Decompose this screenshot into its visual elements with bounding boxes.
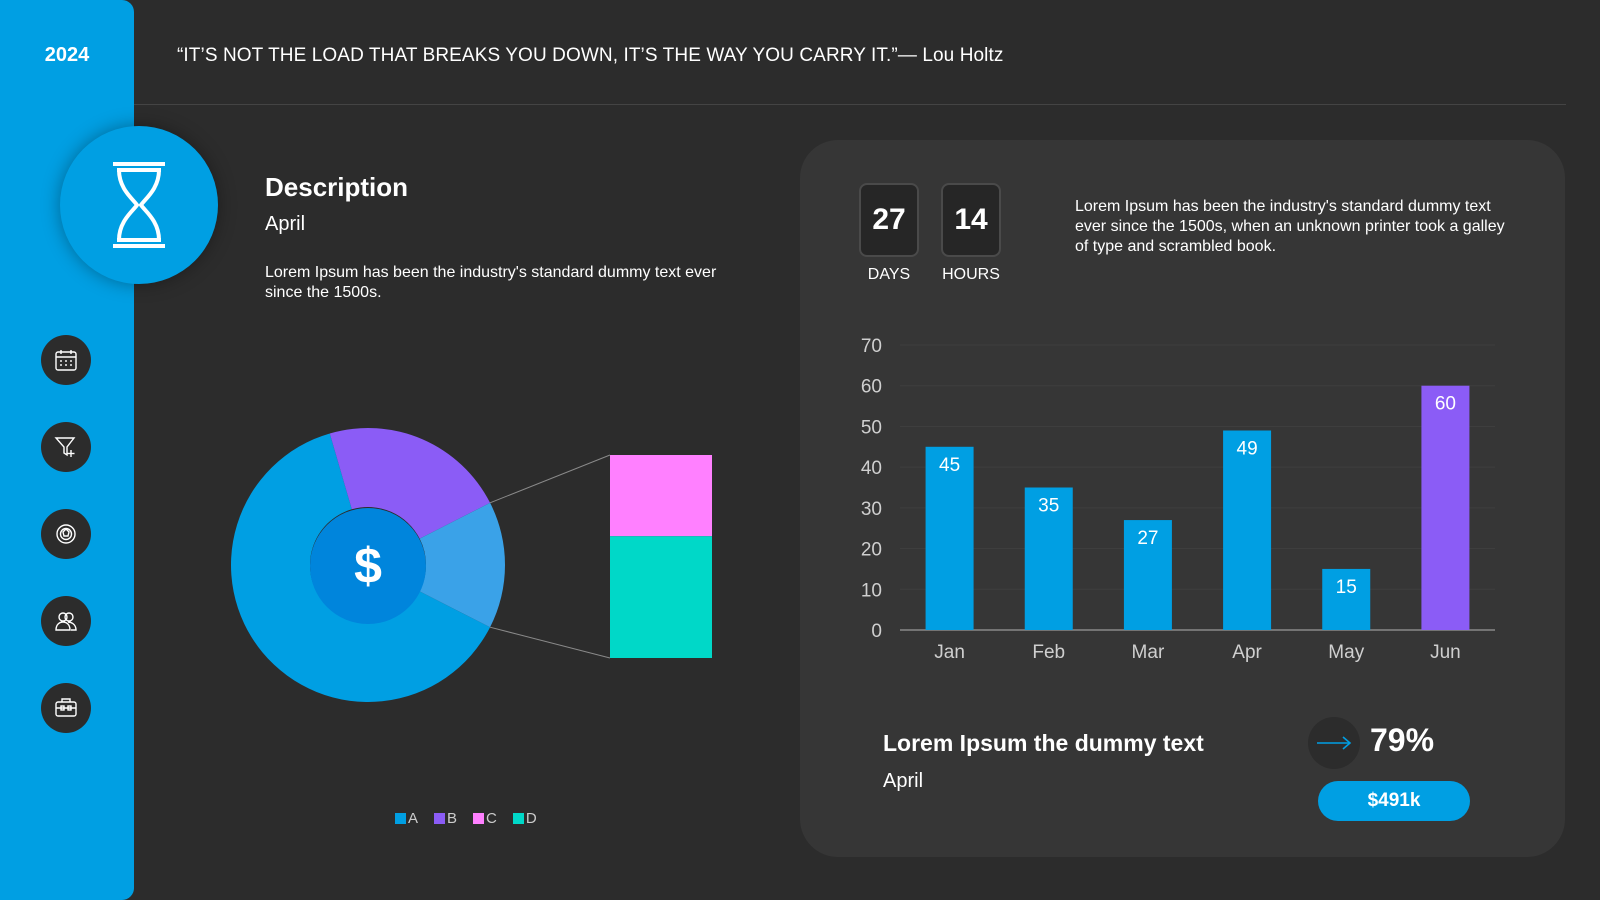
- secondary-bar-c: [610, 455, 712, 537]
- summary-subtitle: April: [883, 770, 924, 792]
- x-tick-label: Feb: [1032, 642, 1065, 663]
- legend-item-c: C: [473, 810, 497, 827]
- percent-value: 79%: [1370, 722, 1435, 758]
- days-counter: 27: [859, 183, 919, 257]
- briefcase-button[interactable]: [41, 683, 91, 733]
- arrow-right-icon: [1317, 736, 1352, 750]
- legend-item-d: D: [512, 810, 537, 827]
- users-icon: [55, 612, 77, 631]
- legend-label: B: [447, 810, 458, 827]
- filter-button[interactable]: [41, 422, 91, 472]
- monthly-bar-chart: 0 10 20 30 40 50 60 70 45 Jan 35 Feb 27 Mar 49 Apr 15 May…: [861, 336, 1495, 663]
- bar-value-label: 35: [1038, 496, 1059, 517]
- y-tick-label: 30: [861, 499, 882, 520]
- hourglass-icon: [113, 162, 165, 248]
- y-tick-label: 0: [871, 621, 882, 642]
- summary-title: Lorem Ipsum the dummy text: [883, 730, 1204, 756]
- header-divider: [134, 104, 1566, 105]
- arrow-button[interactable]: [1308, 717, 1360, 769]
- y-tick-label: 20: [861, 540, 882, 561]
- y-tick-label: 10: [861, 580, 882, 601]
- y-tick-label: 40: [861, 458, 882, 479]
- bar-mar: [1123, 520, 1172, 630]
- pie-slice-a: [230, 433, 491, 702]
- card-description: Lorem Ipsum has been the industry's stan…: [1075, 198, 1505, 255]
- bar-value-label: 45: [939, 455, 960, 476]
- briefcase-icon: [55, 698, 77, 717]
- pie-slice-other: [419, 502, 505, 628]
- pie-legend: A B C D: [395, 810, 537, 827]
- connector-line: [489, 454, 611, 504]
- description-subtitle: April: [265, 213, 306, 235]
- bar-value-label: 27: [1137, 528, 1158, 549]
- calendar-icon: [55, 350, 77, 371]
- legend-label: C: [486, 810, 497, 827]
- legend-swatch: [473, 813, 485, 824]
- bar-apr: [1223, 430, 1272, 630]
- legend-label: A: [408, 810, 419, 827]
- y-tick-label: 60: [861, 377, 882, 398]
- legend-item-b: B: [434, 810, 457, 827]
- connector-line: [489, 626, 611, 659]
- filter-add-icon: [54, 437, 76, 457]
- pie-slice-b: [329, 428, 491, 539]
- bar-value-label: 15: [1336, 577, 1357, 598]
- hourglass-badge: [60, 126, 218, 284]
- days-label: DAYS: [867, 266, 911, 283]
- x-tick-label: May: [1328, 642, 1364, 663]
- calendar-button[interactable]: [41, 335, 91, 385]
- legend-swatch: [434, 813, 446, 824]
- x-tick-label: Apr: [1232, 642, 1262, 663]
- x-tick-label: Jun: [1430, 642, 1461, 663]
- users-button[interactable]: [41, 596, 91, 646]
- x-tick-label: Mar: [1132, 642, 1165, 663]
- y-tick-label: 50: [861, 417, 882, 438]
- y-tick-label: 70: [861, 336, 882, 357]
- bar-may: [1322, 568, 1371, 630]
- dollar-icon: $: [310, 508, 426, 624]
- description-title: Description: [265, 172, 409, 202]
- settings-button[interactable]: [41, 509, 91, 559]
- amount-button[interactable]: $491k: [1318, 781, 1470, 821]
- bar-jun: [1421, 385, 1470, 630]
- description-body: Lorem Ipsum has been the industry's stan…: [265, 264, 717, 301]
- hours-label: HOURS: [942, 266, 1000, 283]
- bar-value-label: 49: [1237, 439, 1258, 460]
- year-label: 2024: [44, 44, 90, 66]
- secondary-bar-d: [610, 536, 712, 658]
- settings-icon: [56, 524, 76, 544]
- legend-label: D: [525, 810, 537, 827]
- header-quote: “IT’S NOT THE LOAD THAT BREAKS YOU DOWN,…: [177, 45, 1004, 66]
- bar-value-label: 60: [1435, 394, 1456, 415]
- x-tick-label: Jan: [934, 642, 965, 663]
- bar-jan: [925, 446, 974, 630]
- legend-item-a: A: [395, 810, 418, 827]
- legend-swatch: [512, 813, 524, 824]
- pie-of-pie-chart: $: [200, 420, 740, 710]
- hours-counter: 14: [941, 183, 1001, 257]
- bar-feb: [1024, 487, 1073, 630]
- legend-swatch: [395, 813, 406, 824]
